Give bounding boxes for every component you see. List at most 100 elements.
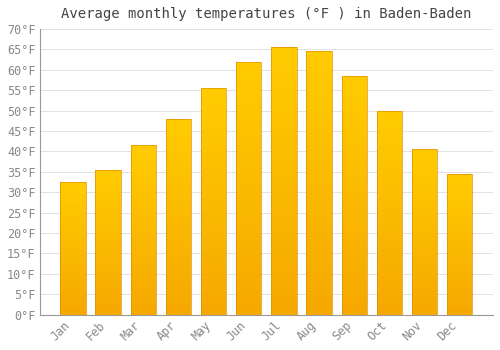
Bar: [377, 135, 402, 137]
Bar: [236, 150, 262, 153]
Bar: [96, 304, 120, 306]
Bar: [272, 293, 296, 296]
Bar: [306, 157, 332, 159]
Bar: [130, 189, 156, 191]
Bar: [342, 109, 367, 112]
Bar: [130, 150, 156, 152]
Bar: [60, 227, 86, 229]
Bar: [236, 292, 262, 294]
Bar: [130, 304, 156, 306]
Bar: [377, 155, 402, 158]
Bar: [60, 304, 86, 305]
Bar: [412, 161, 438, 163]
Bar: [130, 242, 156, 244]
Bar: [412, 296, 438, 298]
Bar: [447, 261, 472, 262]
Bar: [412, 301, 438, 303]
Bar: [342, 298, 367, 300]
Title: Average monthly temperatures (°F ) in Baden-Baden: Average monthly temperatures (°F ) in Ba…: [61, 7, 472, 21]
Bar: [166, 219, 191, 220]
Bar: [342, 305, 367, 307]
Bar: [306, 194, 332, 196]
Bar: [201, 229, 226, 231]
Bar: [166, 293, 191, 295]
Bar: [60, 194, 86, 195]
Bar: [60, 264, 86, 266]
Bar: [236, 62, 262, 315]
Bar: [166, 281, 191, 283]
Bar: [306, 215, 332, 217]
Bar: [60, 198, 86, 199]
Bar: [306, 283, 332, 286]
Bar: [60, 186, 86, 187]
Bar: [166, 177, 191, 180]
Bar: [130, 220, 156, 222]
Bar: [342, 152, 367, 155]
Bar: [130, 215, 156, 216]
Bar: [272, 160, 296, 162]
Bar: [377, 129, 402, 131]
Bar: [272, 218, 296, 221]
Bar: [130, 266, 156, 267]
Bar: [130, 282, 156, 284]
Bar: [272, 61, 296, 63]
Bar: [272, 63, 296, 66]
Bar: [96, 244, 120, 245]
Bar: [60, 241, 86, 243]
Bar: [60, 191, 86, 193]
Bar: [447, 212, 472, 213]
Bar: [412, 272, 438, 273]
Bar: [166, 256, 191, 258]
Bar: [236, 251, 262, 254]
Bar: [201, 262, 226, 265]
Bar: [130, 311, 156, 313]
Bar: [306, 154, 332, 157]
Bar: [306, 223, 332, 225]
Bar: [130, 225, 156, 226]
Bar: [447, 276, 472, 278]
Bar: [236, 267, 262, 269]
Bar: [236, 198, 262, 201]
Bar: [412, 205, 438, 207]
Bar: [447, 302, 472, 303]
Bar: [342, 286, 367, 288]
Bar: [272, 243, 296, 245]
Bar: [377, 251, 402, 253]
Bar: [60, 309, 86, 310]
Bar: [60, 312, 86, 313]
Bar: [201, 193, 226, 195]
Bar: [236, 214, 262, 216]
Bar: [130, 154, 156, 155]
Bar: [60, 276, 86, 278]
Bar: [166, 195, 191, 197]
Bar: [342, 224, 367, 226]
Bar: [272, 71, 296, 74]
Bar: [447, 217, 472, 219]
Bar: [272, 82, 296, 85]
Bar: [236, 201, 262, 203]
Bar: [166, 144, 191, 146]
Bar: [306, 131, 332, 133]
Bar: [236, 289, 262, 292]
Bar: [236, 170, 262, 173]
Bar: [412, 224, 438, 225]
Bar: [447, 281, 472, 282]
Bar: [377, 200, 402, 202]
Bar: [166, 133, 191, 134]
Bar: [130, 262, 156, 264]
Bar: [96, 310, 120, 312]
Bar: [306, 75, 332, 78]
Bar: [60, 238, 86, 239]
Bar: [377, 298, 402, 300]
Bar: [306, 162, 332, 164]
Bar: [447, 192, 472, 194]
Bar: [306, 296, 332, 299]
Bar: [201, 281, 226, 283]
Bar: [166, 248, 191, 250]
Bar: [342, 260, 367, 262]
Bar: [166, 262, 191, 264]
Bar: [96, 251, 120, 252]
Bar: [60, 223, 86, 224]
Bar: [96, 200, 120, 202]
Bar: [306, 238, 332, 241]
